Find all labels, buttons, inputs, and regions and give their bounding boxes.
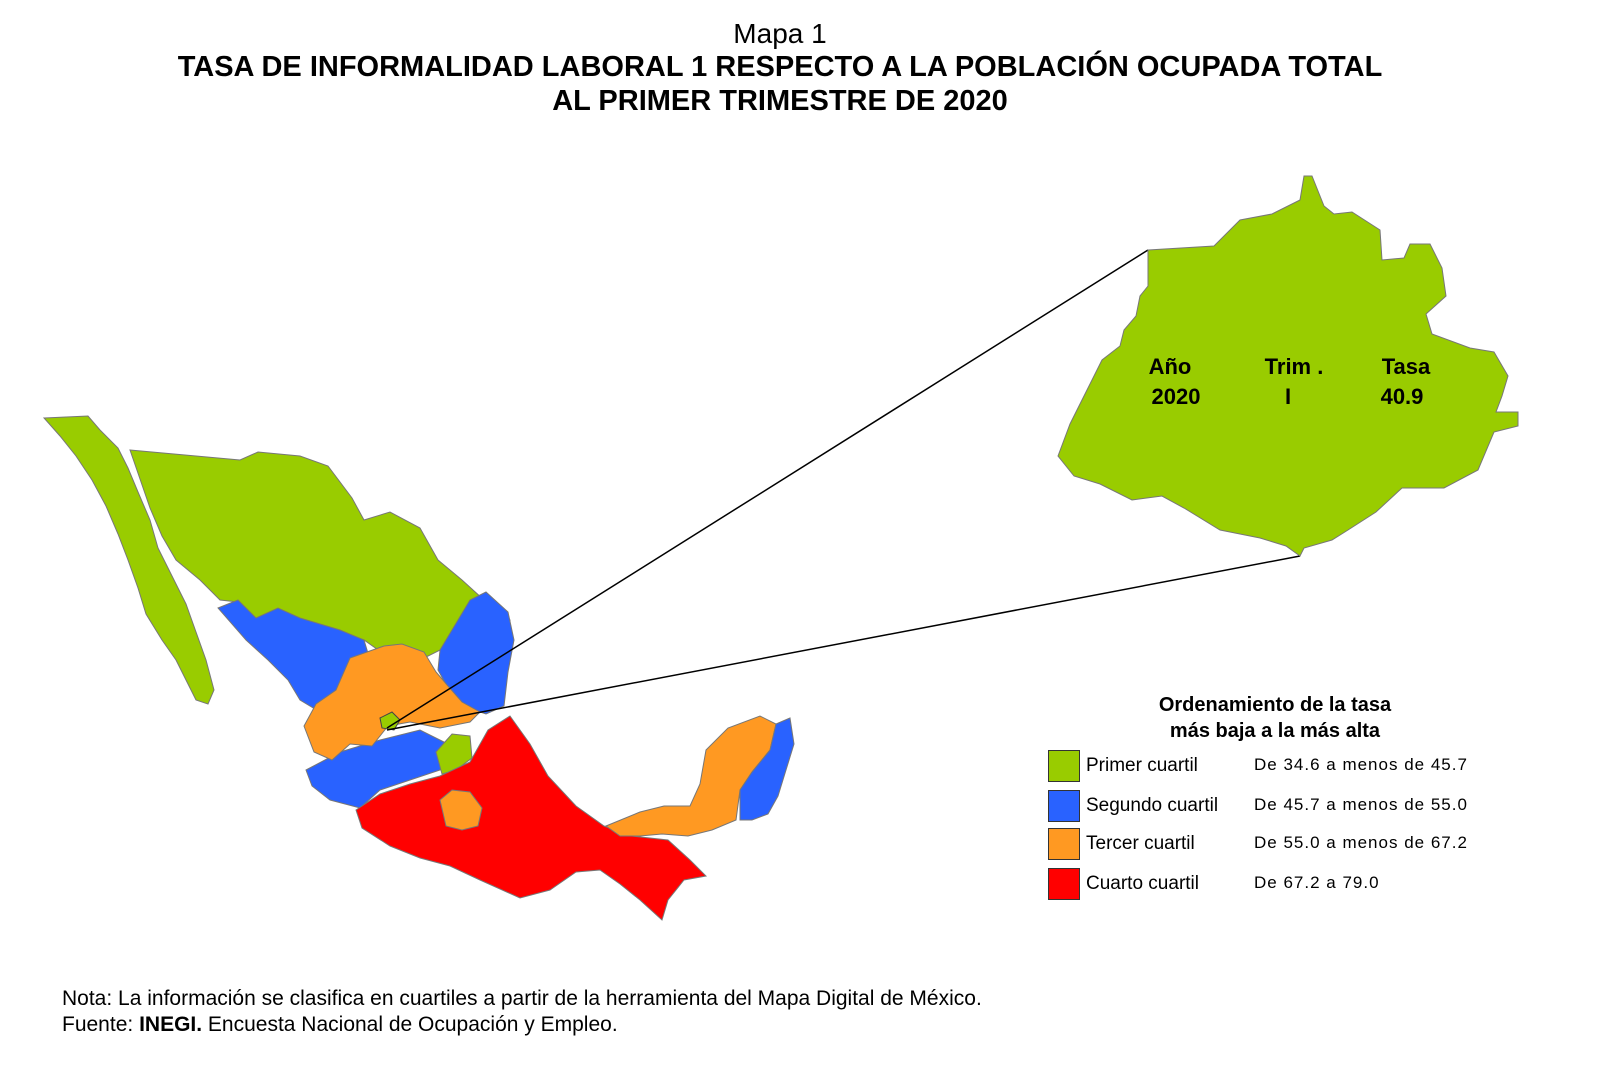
note-text: Nota: La información se clasifica en cua… xyxy=(62,987,982,1010)
connector-line-top xyxy=(386,249,1149,729)
legend-swatch xyxy=(1048,790,1080,822)
region-red-south xyxy=(355,715,708,921)
inset-year-value: 2020 xyxy=(1151,384,1201,409)
map-number: Mapa 1 xyxy=(733,18,827,49)
legend-item: Segundo cuartil De 45.7 a menos de 55.0 xyxy=(1048,790,1568,824)
inset-rate-value: 40.9 xyxy=(1380,384,1424,409)
legend-range: De 34.6 a menos de 45.7 xyxy=(1254,755,1468,774)
legend-title-line-2: más baja a la más alta xyxy=(1169,720,1381,742)
legend-range: De 45.7 a menos de 55.0 xyxy=(1254,795,1468,814)
source-text: Encuesta Nacional de Ocupación y Empleo. xyxy=(202,1013,618,1036)
title-block: Mapa 1 TASA DE INFORMALIDAD LABORAL 1 RE… xyxy=(0,18,1560,118)
source-line: Fuente: INEGI. Encuesta Nacional de Ocup… xyxy=(62,1012,982,1038)
legend-swatch xyxy=(1048,868,1080,900)
legend-swatch xyxy=(1048,828,1080,860)
legend-label: Primer cuartil xyxy=(1086,755,1198,776)
legend-range: De 55.0 a menos de 67.2 xyxy=(1254,833,1468,852)
source-org: INEGI. xyxy=(139,1013,203,1036)
legend-title-line-1: Ordenamiento de la tasa xyxy=(1158,694,1392,716)
region-aguascalientes xyxy=(379,711,401,731)
legend-item: Primer cuartil De 34.6 a menos de 45.7 xyxy=(1048,750,1568,784)
inset-year-label: Año xyxy=(1148,354,1192,379)
inset-rate-label: Tasa xyxy=(1381,354,1431,379)
legend-title: Ordenamiento de la tasa más baja a la má… xyxy=(1100,692,1450,744)
map-title-line-1: TASA DE INFORMALIDAD LABORAL 1 RESPECTO … xyxy=(177,51,1383,83)
inset-state-shape xyxy=(1057,175,1519,557)
connector-line-bottom xyxy=(386,555,1301,731)
legend-label: Cuarto cuartil xyxy=(1086,873,1199,894)
legend-item: Tercer cuartil De 55.0 a menos de 67.2 xyxy=(1048,828,1568,862)
source-prefix: Fuente: xyxy=(62,1013,140,1036)
legend-label: Segundo cuartil xyxy=(1086,795,1219,816)
region-orange-pocket xyxy=(439,789,483,831)
region-orange-center xyxy=(303,643,481,761)
legend-swatch xyxy=(1048,750,1080,782)
notes: Nota: La información se clasifica en cua… xyxy=(62,986,982,1038)
map-title-line-2: AL PRIMER TRIMESTRE DE 2020 xyxy=(552,85,1008,117)
legend-label: Tercer cuartil xyxy=(1086,833,1195,854)
inset-quarter-value: I xyxy=(1284,384,1292,409)
region-baja-california xyxy=(42,415,215,705)
inset-quarter-label: Trim . xyxy=(1264,354,1324,379)
region-quintana-roo xyxy=(739,717,795,821)
legend-item: Cuarto cuartil De 67.2 a 79.0 xyxy=(1048,868,1568,902)
legend-range: De 67.2 a 79.0 xyxy=(1254,873,1380,892)
